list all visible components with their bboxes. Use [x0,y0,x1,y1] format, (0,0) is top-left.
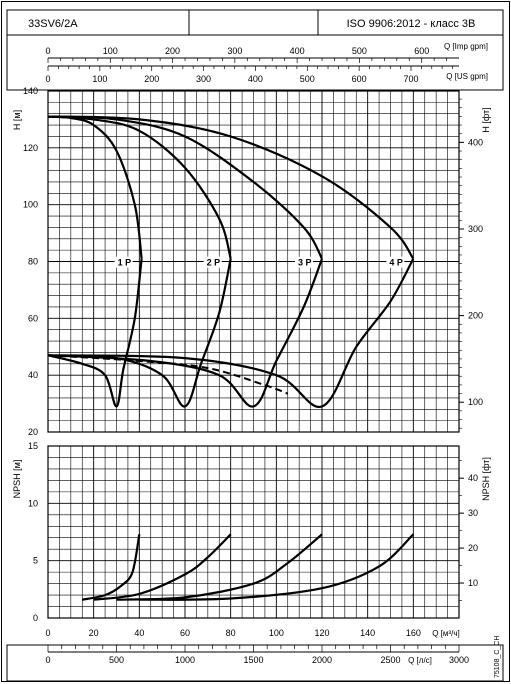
top-axes-frame [6,34,504,91]
q-m3h-label: Q [м³/ч] [432,629,459,638]
header-cell-blank [188,9,319,36]
us-gpm-label: Q [US gpm] [446,72,488,81]
curve-label-bg [295,256,313,268]
top-axis-ticks: 0 100 200 300 400 500 600 0 100 200 300 400 500 600 70… [45,46,459,84]
q-m3h-tick-label: 0 [45,628,50,638]
imp-gpm-tick-label: 200 [165,46,180,56]
npsh-grid: 0 5 10 15 10 20 30 40 [28,441,478,623]
head-plot-border [47,90,460,433]
q-ls-tick-label: 2000 [312,655,332,665]
q-m3h-tick-label: 20 [89,628,99,638]
curve-label-2p: 2 P [207,258,221,268]
q-ls-tick-label: 3000 [449,655,469,665]
curve-label-4p: 4 P [389,258,403,268]
imp-gpm-tick-label: 100 [103,46,118,56]
q-ls-tick-label: 0 [45,655,50,665]
us-gpm-tick-label: 100 [92,74,107,84]
standard-label: ISO 9906:2012 - класс 3В [347,18,476,30]
npsh-axis-label: NPSH [м] [12,460,22,499]
npsh-ft-tick-label: 10 [468,578,478,588]
npsh-curve-4p [139,533,415,601]
head-curve-1p [47,115,143,259]
head-tick-label: 140 [23,86,38,96]
npsh-curve-2p [93,533,232,601]
q-m3h-tick-label: 160 [406,628,421,638]
head-ft-tick-label: 200 [468,311,483,321]
us-gpm-tick-label: 200 [144,74,159,84]
us-gpm-tick-label: 500 [300,74,315,84]
imp-gpm-tick-label: 600 [414,46,429,56]
q-m3h-tick-label: 100 [269,628,284,638]
q-m3h-tick-label: 140 [360,628,375,638]
imp-gpm-label: Q [Imp gpm] [444,42,488,51]
npsh-ft-tick-label: 40 [468,473,478,483]
npsh-ft-tick-label: 20 [468,543,478,553]
us-gpm-tick-label: 600 [352,74,367,84]
curves-layer: 1 P 2 P 3 P 4 P [47,115,415,601]
curve-label-bg [386,256,405,268]
npsh-ft-tick-label: 30 [468,508,478,518]
head-grid: 20 40 60 80 100 120 140 100 200 300 400 [23,86,483,437]
q-ls-label: Q [л/с] [408,656,432,665]
us-gpm-tick-label: 300 [196,74,211,84]
npsh-tick-label: 5 [33,556,38,566]
head-tick-label: 100 [23,200,38,210]
q-ls-tick-label: 500 [109,655,124,665]
q-m3h-tick-label: 120 [314,628,329,638]
head-tick-label: 40 [28,370,38,380]
head-ft-tick-label: 100 [468,397,483,407]
q-ls-tick-label: 1500 [243,655,263,665]
npsh-curve-1p [82,534,141,601]
model-name: 33SV6/2A [28,18,78,30]
bottom-axis-ticks: 0 20 40 60 80 100 120 140 160 0 500 1000 1500 2000 250… [45,628,469,665]
us-gpm-tick-label: 700 [403,74,418,84]
head-curve-1p-return [47,258,143,408]
head-tick-label: 120 [23,143,38,153]
curve-label-3p: 3 P [298,258,312,268]
us-gpm-tick-label: 400 [248,74,263,84]
q-ls-tick-label: 2500 [380,655,400,665]
q-ls-tick-label: 1000 [175,655,195,665]
head-ft-axis-label: H [фт] [481,107,491,132]
npsh-tick-label: 15 [28,441,38,451]
head-tick-label: 20 [28,427,38,437]
imp-gpm-tick-label: 500 [352,46,367,56]
curve-label-bg [203,256,222,268]
q-m3h-tick-label: 60 [180,628,190,638]
imp-gpm-tick-label: 0 [45,46,50,56]
head-tick-label: 60 [28,313,38,323]
head-curve-4p-return [47,258,415,408]
head-ft-tick-label: 300 [468,224,483,234]
head-tick-label: 80 [28,257,38,267]
q-m3h-tick-label: 40 [134,628,144,638]
us-gpm-tick-label: 0 [45,74,50,84]
watermark: 75108_C_CH [494,636,501,678]
npsh-tick-label: 10 [28,498,38,508]
q-m3h-tick-label: 80 [226,628,236,638]
head-curve-3p-return [47,258,324,408]
imp-gpm-tick-label: 300 [227,46,242,56]
head-curve-4p [47,115,415,260]
npsh-plot-border [47,445,460,619]
head-ft-tick-label: 400 [468,137,483,147]
npsh-ft-axis-label: NPSH [фт] [481,457,491,501]
efficiency-curve [47,354,289,395]
bottom-axes-frame [6,644,504,682]
npsh-tick-label: 0 [33,613,38,623]
curve-label-bg [114,256,133,268]
head-curve-2p [47,115,232,259]
curve-label-1p: 1 P [118,258,132,268]
imp-gpm-tick-label: 400 [290,46,305,56]
head-axis-label: H [м] [12,110,22,130]
